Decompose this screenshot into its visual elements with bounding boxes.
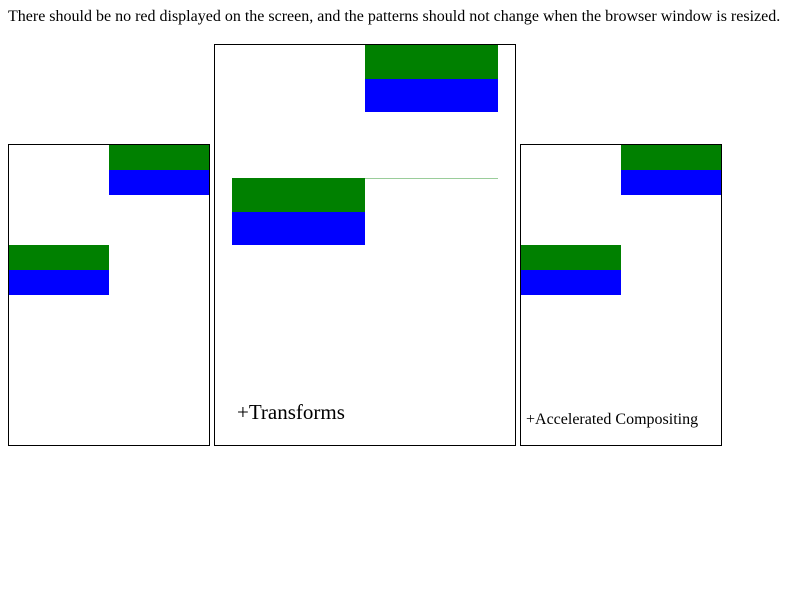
panel-label-accelerated-compositing: +Accelerated Compositing: [526, 411, 699, 428]
panel-accelerated-compositing: +Accelerated Compositing: [520, 144, 722, 446]
blue-bar: [109, 170, 209, 195]
instruction-text: There should be no red displayed on the …: [8, 8, 781, 25]
blue-bar: [232, 212, 365, 245]
panel-plain: [8, 144, 210, 446]
hairline-divider: [365, 178, 498, 179]
green-bar: [232, 178, 365, 212]
green-bar: [365, 45, 498, 79]
green-blue-block-top: [109, 145, 209, 195]
blue-bar: [9, 270, 109, 295]
blue-bar: [365, 79, 498, 112]
blue-bar: [521, 270, 621, 295]
green-bar: [109, 145, 209, 170]
green-blue-block-bottom: [521, 245, 621, 295]
panel-label-transforms: +Transforms: [237, 400, 345, 424]
green-blue-block-top: [621, 145, 721, 195]
green-blue-block-bottom: [232, 178, 365, 245]
green-blue-block-bottom: [9, 245, 109, 295]
green-bar: [9, 245, 109, 270]
green-bar: [621, 145, 721, 170]
green-blue-block-top: [365, 45, 498, 112]
blue-bar: [621, 170, 721, 195]
green-bar: [521, 245, 621, 270]
panel-transforms: +Transforms: [214, 44, 516, 446]
